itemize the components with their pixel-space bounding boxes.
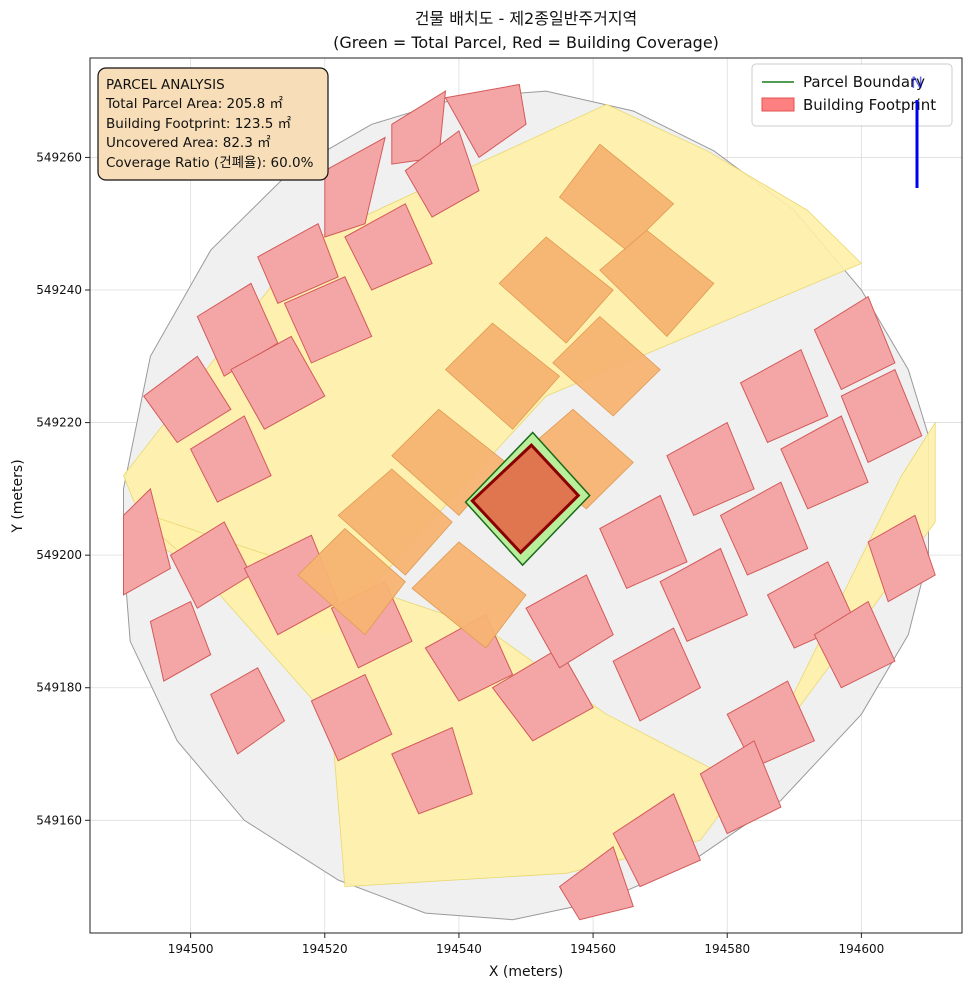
building-footprint — [525, 574, 614, 669]
info-line-total-area: Total Parcel Area: 205.8 ㎡ — [105, 96, 283, 112]
legend: Parcel Boundary Building Footprint — [751, 63, 953, 127]
building-footprint — [612, 793, 702, 888]
legend-building-label: Building Footprint — [803, 96, 936, 114]
building-footprint — [558, 845, 634, 921]
building-footprint — [719, 481, 809, 576]
north-arrow-label: N — [911, 73, 923, 92]
building-footprint — [310, 673, 393, 762]
neighbour-buildings-layer — [297, 143, 715, 649]
neighbour-building — [552, 315, 661, 417]
x-tick-label: 194540 — [436, 942, 482, 956]
north-arrow: N — [911, 73, 923, 188]
y-axis-ticks: 549160 549180 549200 549220 549240 549260 — [36, 150, 90, 827]
x-tick-label: 194600 — [838, 942, 884, 956]
neighbour-building — [444, 322, 561, 430]
building-footprint — [391, 726, 473, 815]
building-footprint — [599, 494, 688, 589]
neighbour-building — [337, 468, 453, 576]
building-footprint — [444, 83, 527, 159]
neighbour-building — [297, 528, 406, 636]
building-footprint — [840, 368, 923, 464]
info-line-coverage: Coverage Ratio (건폐율): 60.0% — [106, 155, 314, 171]
building-footprint — [257, 222, 339, 304]
building-footprint — [123, 487, 172, 596]
legend-frame — [751, 63, 953, 127]
building-footprint — [666, 421, 755, 517]
building-footprint — [149, 600, 212, 682]
plot-frame — [89, 57, 963, 934]
x-tick-label: 194500 — [168, 942, 214, 956]
building-footprint — [404, 130, 480, 218]
building-footprint — [283, 276, 373, 364]
neighbour-building — [411, 541, 527, 649]
neighbour-building — [599, 229, 715, 337]
target-building — [470, 442, 581, 555]
building-footprint — [344, 203, 433, 291]
y-axis-label: Y (meters) — [10, 459, 26, 533]
x-tick-label: 194580 — [704, 942, 750, 956]
building-footprint — [699, 740, 782, 835]
y-tick-label: 549180 — [36, 681, 82, 695]
chart-title-line-1: 건물 배치도 - 제2종일반주거지역 — [415, 9, 638, 28]
y-tick-label: 549260 — [36, 150, 82, 164]
building-footprint — [780, 415, 869, 510]
info-line-footprint: Building Footprint: 123.5 ㎡ — [106, 116, 292, 132]
chart-title-line-2: (Green = Total Parcel, Red = Building Co… — [333, 33, 719, 52]
building-footprint — [739, 348, 829, 444]
x-tick-label: 194520 — [302, 942, 348, 956]
building-footprint — [612, 627, 702, 722]
building-footprint — [189, 415, 272, 503]
neighbour-building — [498, 236, 614, 344]
building-footprint — [867, 514, 936, 603]
x-tick-label: 194560 — [570, 942, 616, 956]
legend-parcel-label: Parcel Boundary — [803, 73, 925, 91]
building-footprint — [659, 547, 749, 642]
buildings-layer — [123, 83, 936, 921]
target-parcel-layer — [464, 431, 591, 567]
x-axis-label: X (meters) — [489, 964, 563, 980]
building-footprint — [143, 355, 232, 444]
building-footprint — [813, 295, 896, 391]
parcel-analysis-box: PARCEL ANALYSIS Total Parcel Area: 205.8… — [97, 67, 329, 181]
info-line-heading: PARCEL ANALYSIS — [106, 77, 225, 93]
building-footprint — [491, 647, 594, 742]
building-footprint — [230, 335, 326, 430]
building-footprint — [196, 282, 279, 377]
x-axis-ticks: 194500 194520 194540 194560 194580 194600 — [168, 933, 884, 956]
y-tick-label: 549220 — [36, 416, 82, 430]
building-footprint — [813, 600, 896, 689]
y-tick-label: 549200 — [36, 548, 82, 562]
legend-building-swatch — [761, 97, 795, 112]
info-line-uncovered: Uncovered Area: 82.3 ㎡ — [106, 135, 271, 151]
building-footprint — [324, 136, 386, 238]
y-tick-label: 549160 — [36, 813, 82, 827]
info-box-background — [97, 67, 329, 181]
building-footprint — [210, 667, 286, 755]
y-tick-label: 549240 — [36, 283, 82, 297]
